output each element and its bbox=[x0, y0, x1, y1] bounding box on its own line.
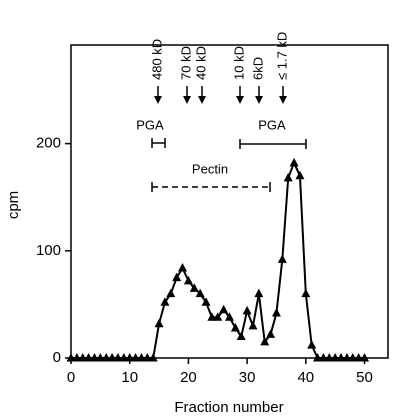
data-point bbox=[254, 288, 264, 298]
data-point bbox=[271, 307, 281, 317]
y-tick-label: 0 bbox=[53, 349, 61, 366]
arrow-head bbox=[279, 96, 287, 104]
data-point bbox=[125, 353, 135, 362]
data-point bbox=[166, 288, 176, 298]
arrow-head bbox=[198, 96, 206, 104]
arrow-head bbox=[236, 96, 244, 104]
data-point bbox=[160, 297, 170, 306]
data-point bbox=[324, 353, 334, 362]
annotation: PGA bbox=[136, 117, 164, 132]
x-tick-label: 40 bbox=[297, 369, 314, 386]
data-point bbox=[119, 353, 129, 362]
data-point bbox=[172, 272, 182, 282]
data-point bbox=[266, 329, 276, 338]
x-tick-label: 50 bbox=[356, 369, 373, 386]
x-tick-label: 20 bbox=[180, 369, 197, 386]
data-point bbox=[301, 288, 311, 298]
x-tick-label: 10 bbox=[121, 369, 138, 386]
data-point bbox=[307, 340, 317, 349]
annotation: 10 kD bbox=[231, 46, 246, 80]
data-point bbox=[142, 353, 152, 362]
data-point bbox=[195, 288, 205, 298]
data-point bbox=[225, 312, 234, 321]
data-point bbox=[295, 170, 305, 180]
data-point bbox=[213, 312, 223, 321]
data-point bbox=[248, 320, 258, 330]
data-point bbox=[154, 318, 164, 328]
x-tick-label: 30 bbox=[239, 369, 256, 386]
data-point bbox=[318, 353, 328, 362]
arrow-head bbox=[255, 96, 263, 104]
data-point bbox=[236, 331, 246, 341]
annotation: Pectin bbox=[192, 161, 228, 176]
annotation: 6kD bbox=[250, 57, 265, 80]
y-tick-label: 100 bbox=[36, 242, 61, 259]
data-point bbox=[283, 172, 293, 182]
data-point bbox=[348, 353, 358, 362]
data-point bbox=[72, 353, 82, 362]
data-point bbox=[183, 275, 193, 285]
data-point bbox=[189, 283, 199, 292]
data-point bbox=[219, 304, 229, 314]
data-point bbox=[330, 353, 340, 362]
data-point bbox=[89, 353, 99, 362]
brackets bbox=[151, 138, 307, 192]
y-tick-label: 200 bbox=[36, 135, 61, 152]
data-point bbox=[84, 353, 94, 362]
data-point bbox=[242, 305, 252, 315]
arrow-head bbox=[154, 96, 162, 104]
plot-frame bbox=[70, 44, 389, 359]
annotation: 480 kD bbox=[149, 39, 164, 80]
data-point bbox=[101, 353, 111, 362]
data-point bbox=[360, 353, 370, 362]
x-tick-label: 0 bbox=[67, 369, 75, 386]
data-point bbox=[78, 353, 88, 362]
data-point bbox=[178, 262, 188, 272]
data-point bbox=[354, 353, 364, 362]
data-point bbox=[148, 353, 158, 362]
data-point bbox=[131, 353, 141, 362]
annotation: ≤ 1.7 kD bbox=[274, 32, 289, 80]
data-point bbox=[95, 353, 105, 362]
data-point bbox=[207, 312, 217, 321]
y-axis-label: cpm bbox=[5, 191, 22, 219]
data-point bbox=[342, 353, 352, 362]
data-point bbox=[113, 353, 123, 362]
data-point bbox=[289, 157, 299, 167]
x-axis-label: Fraction number bbox=[174, 399, 283, 416]
arrow-head bbox=[183, 96, 191, 104]
annotation: 40 kD bbox=[193, 46, 208, 80]
data-point bbox=[260, 336, 270, 346]
data-point bbox=[277, 254, 287, 263]
data-point bbox=[136, 353, 146, 362]
annotation: 70 kD bbox=[178, 46, 193, 80]
data-point bbox=[230, 322, 240, 332]
data-line bbox=[71, 160, 365, 359]
data-point bbox=[336, 353, 346, 362]
data-point bbox=[107, 353, 117, 362]
annotation: PGA bbox=[258, 117, 286, 132]
data-point bbox=[66, 353, 76, 362]
data-point bbox=[201, 297, 211, 306]
data-point bbox=[313, 353, 323, 362]
